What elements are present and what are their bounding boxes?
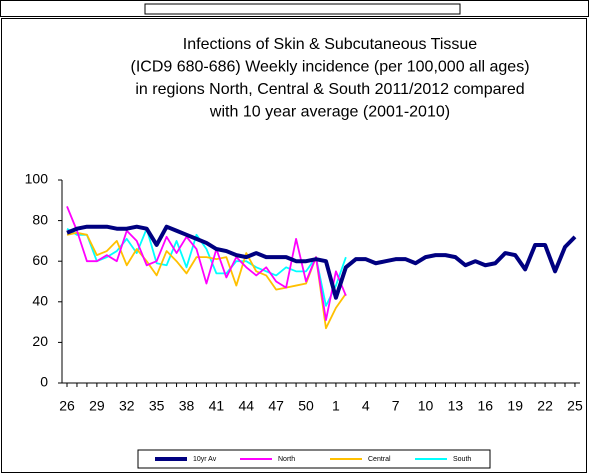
x-tick-label: 10 [418, 398, 434, 414]
x-tick-label: 25 [567, 398, 583, 414]
x-tick-label: 1 [332, 398, 340, 414]
y-tick-label: 80 [32, 211, 48, 227]
top-box [144, 3, 461, 15]
series-line [66, 227, 347, 307]
series-line [66, 231, 347, 330]
x-tick-label: 44 [238, 398, 254, 414]
x-tick-label: 13 [448, 398, 464, 414]
y-tick-label: 60 [32, 252, 48, 268]
x-tick-label: 4 [362, 398, 370, 414]
x-tick-label: 22 [537, 398, 553, 414]
chart-title: (ICD9 680-686) Weekly incidence (per 100… [130, 59, 529, 76]
chart-title: in regions North, Central & South 2011/2… [135, 81, 524, 98]
legend-label: Central [368, 456, 391, 463]
x-tick-label: 35 [149, 398, 165, 414]
y-tick-label: 20 [32, 333, 48, 349]
legend-label: 10yr Av [193, 456, 217, 463]
legend-label: South [453, 456, 471, 463]
chart-title: Infections of Skin & Subcutaneous Tissue [183, 36, 478, 53]
x-tick-label: 41 [209, 398, 225, 414]
x-tick-label: 29 [89, 398, 105, 414]
legend-label: North [278, 456, 295, 463]
y-tick-label: 0 [40, 374, 48, 390]
x-tick-label: 26 [59, 398, 75, 414]
series-line [66, 206, 347, 321]
y-tick-label: 40 [32, 293, 48, 309]
x-tick-label: 19 [507, 398, 523, 414]
x-tick-label: 7 [392, 398, 400, 414]
x-tick-label: 47 [268, 398, 284, 414]
x-tick-label: 38 [179, 398, 195, 414]
series-line [66, 224, 577, 300]
legend [137, 449, 491, 469]
chart-title: with 10 year average (2001-2010) [209, 104, 450, 121]
y-tick-label: 100 [25, 171, 49, 187]
x-tick-label: 50 [298, 398, 314, 414]
x-tick-label: 16 [478, 398, 494, 414]
x-tick-label: 32 [119, 398, 135, 414]
